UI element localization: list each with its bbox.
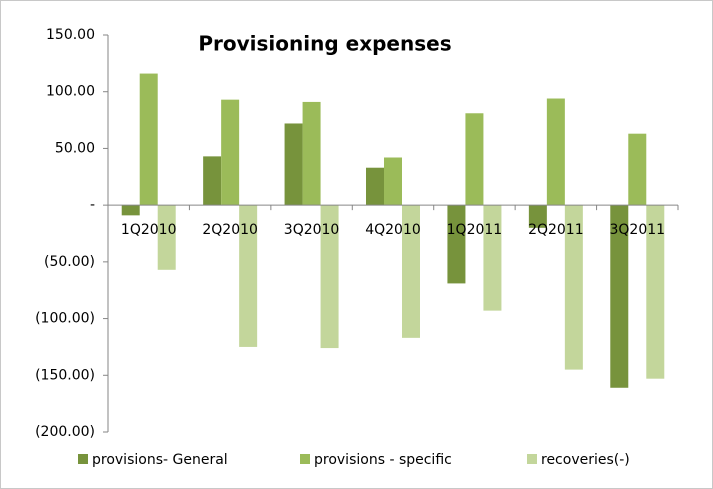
bar bbox=[139, 73, 158, 206]
legend-label: recoveries(-) bbox=[541, 452, 630, 468]
legend-label: provisions - specific bbox=[314, 452, 452, 468]
x-tick-label: 1Q2011 bbox=[447, 222, 503, 238]
bar bbox=[528, 205, 547, 228]
bar bbox=[402, 205, 420, 338]
bar bbox=[157, 205, 176, 270]
legend-label: provisions- General bbox=[92, 452, 228, 468]
y-tick-label: 50.00 bbox=[55, 140, 95, 156]
chart-title: Provisioning expenses bbox=[198, 32, 451, 56]
y-tick-label: (150.00) bbox=[35, 367, 95, 383]
x-tick-label: 1Q2010 bbox=[121, 222, 177, 238]
y-tick-label: (50.00) bbox=[44, 254, 95, 270]
y-tick-label: 100.00 bbox=[46, 84, 95, 100]
x-tick-label: 3Q2010 bbox=[284, 222, 340, 238]
y-tick-label: (200.00) bbox=[35, 424, 95, 440]
y-tick-label: - bbox=[90, 197, 95, 213]
bar bbox=[447, 205, 466, 284]
bar bbox=[320, 205, 339, 349]
bar bbox=[628, 133, 647, 206]
y-tick-label: 150.00 bbox=[46, 27, 95, 43]
bar bbox=[564, 205, 583, 370]
bar bbox=[121, 205, 140, 216]
legend-swatch bbox=[78, 454, 88, 464]
bar bbox=[646, 205, 665, 379]
y-tick-label: (100.00) bbox=[35, 311, 95, 327]
bar bbox=[221, 99, 240, 206]
bar bbox=[366, 167, 384, 206]
bar bbox=[483, 205, 502, 311]
bar bbox=[546, 98, 565, 206]
bar bbox=[239, 205, 258, 347]
legend-swatch bbox=[300, 454, 310, 464]
bar bbox=[302, 101, 321, 206]
bar bbox=[610, 205, 629, 388]
x-tick-label: 3Q2011 bbox=[610, 222, 666, 238]
x-tick-label: 2Q2010 bbox=[202, 222, 258, 238]
bar bbox=[384, 157, 402, 206]
legend-swatch bbox=[527, 454, 537, 464]
bar bbox=[465, 113, 484, 206]
x-tick-label: 4Q2010 bbox=[365, 222, 421, 238]
bar bbox=[284, 123, 303, 206]
x-tick-label: 2Q2011 bbox=[528, 222, 584, 238]
bar bbox=[203, 156, 222, 206]
